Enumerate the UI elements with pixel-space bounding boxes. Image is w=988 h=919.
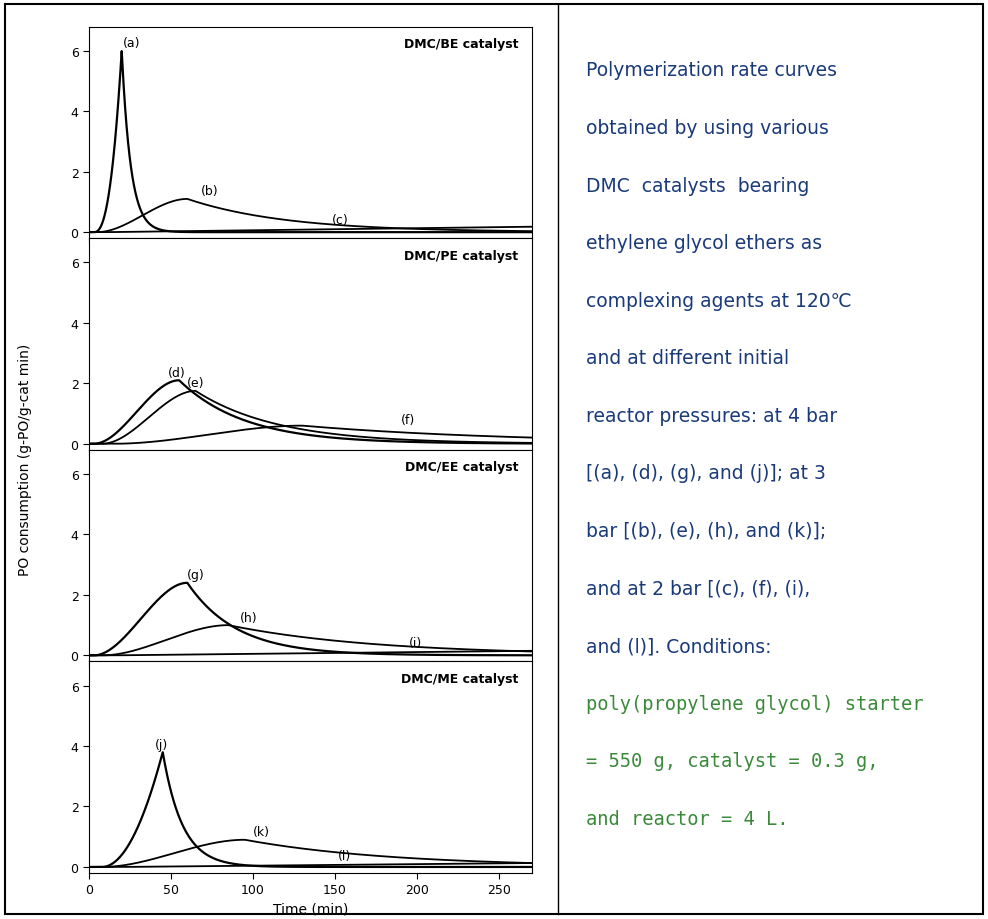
Text: (c): (c) [332,213,349,226]
Text: (a): (a) [124,38,141,51]
Text: and (l)]. Conditions:: and (l)]. Conditions: [586,636,772,655]
Text: (d): (d) [168,367,186,380]
Text: DMC/PE catalyst: DMC/PE catalyst [404,249,519,263]
Text: (f): (f) [400,414,415,426]
Text: and at 2 bar [(c), (f), (i),: and at 2 bar [(c), (f), (i), [586,579,810,597]
Text: = 550 g, catalyst = 0.3 g,: = 550 g, catalyst = 0.3 g, [586,752,878,770]
Text: Polymerization rate curves: Polymerization rate curves [586,62,837,80]
Text: DMC/EE catalyst: DMC/EE catalyst [405,461,519,474]
Text: (j): (j) [154,738,168,751]
Text: ethylene glycol ethers as: ethylene glycol ethers as [586,233,822,253]
Text: complexing agents at 120℃: complexing agents at 120℃ [586,291,852,311]
Text: and at different initial: and at different initial [586,349,788,368]
Text: poly(propylene glycol) starter: poly(propylene glycol) starter [586,694,923,713]
Text: (i): (i) [409,637,422,650]
Text: (k): (k) [253,825,270,838]
Text: (l): (l) [338,848,352,862]
Text: bar [(b), (e), (h), and (k)];: bar [(b), (e), (h), and (k)]; [586,521,826,540]
Text: DMC/BE catalyst: DMC/BE catalyst [404,38,519,51]
Text: (h): (h) [240,611,258,624]
Text: (e): (e) [188,377,205,390]
Text: reactor pressures: at 4 bar: reactor pressures: at 4 bar [586,406,837,425]
Text: PO consumption (g-PO/g-cat min): PO consumption (g-PO/g-cat min) [18,344,32,575]
Text: [(a), (d), (g), and (j)]; at 3: [(a), (d), (g), and (j)]; at 3 [586,464,826,482]
Text: (g): (g) [188,569,206,582]
Text: DMC/ME catalyst: DMC/ME catalyst [401,673,519,686]
Text: and reactor = 4 L.: and reactor = 4 L. [586,809,788,828]
Text: (b): (b) [201,186,218,199]
X-axis label: Time (min): Time (min) [273,902,348,916]
Text: DMC  catalysts  bearing: DMC catalysts bearing [586,176,809,196]
Text: obtained by using various: obtained by using various [586,119,829,138]
